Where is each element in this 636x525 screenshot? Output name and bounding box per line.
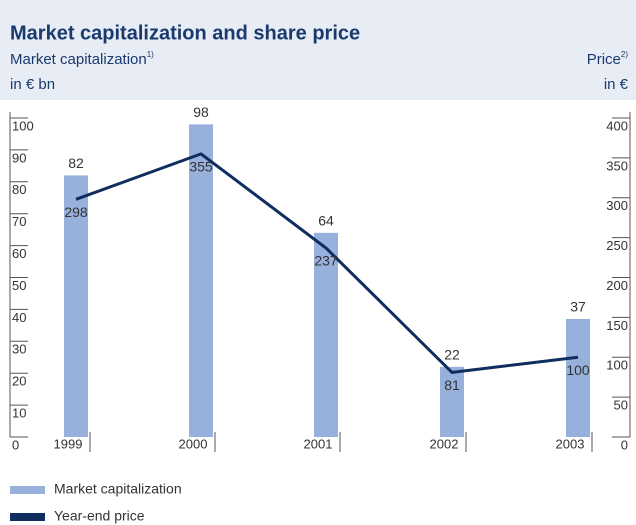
y2-axis-label: Price2)	[587, 50, 629, 68]
y-tick-label: 30	[12, 342, 26, 357]
y-tick-label: 70	[12, 214, 26, 229]
y-axis-label: Market capitalization1)	[10, 50, 154, 68]
legend-swatch	[10, 513, 45, 521]
y2-tick-label: 0	[621, 437, 628, 452]
chart-title: Market capitalization and share price	[10, 22, 360, 44]
y-tick-label: 60	[12, 246, 26, 261]
bar	[64, 175, 88, 438]
bar	[440, 366, 464, 437]
y2-tick-label: 350	[606, 158, 628, 173]
line-value-label: 100	[566, 362, 590, 378]
y-tick-label: 0	[12, 437, 19, 452]
y2-tick-label: 400	[606, 118, 628, 133]
y-tick-label: 40	[12, 310, 26, 325]
bar-value-label: 82	[68, 155, 84, 171]
header-band	[0, 0, 636, 100]
y-tick-label: 20	[12, 374, 26, 389]
y2-tick-label: 250	[606, 238, 628, 253]
x-tick-label: 1999	[54, 436, 83, 451]
legend-label: Market capitalization	[54, 481, 182, 497]
y-tick-label: 80	[12, 182, 26, 197]
bar-value-label: 37	[570, 299, 586, 315]
y-axis-unit: in € bn	[10, 76, 55, 93]
bar	[189, 124, 213, 437]
legend-swatch	[10, 486, 45, 494]
line-value-label: 298	[64, 204, 88, 220]
legend-label: Year-end price	[54, 508, 145, 524]
x-tick-label: 2001	[304, 436, 333, 451]
line-value-label: 355	[189, 159, 213, 175]
bar	[566, 318, 590, 437]
y-tick-label: 100	[12, 118, 34, 133]
y2-tick-label: 100	[606, 358, 628, 373]
x-tick-label: 2002	[430, 436, 459, 451]
y2-tick-label: 300	[606, 198, 628, 213]
y-tick-label: 50	[12, 278, 26, 293]
y2-label-text: Price	[587, 51, 621, 68]
bar	[314, 232, 338, 437]
line-value-label: 237	[314, 253, 338, 269]
y-tick-label: 90	[12, 150, 26, 165]
price-line	[75, 152, 579, 374]
y2-tick-label: 150	[606, 318, 628, 333]
y2-axis-unit: in €	[604, 76, 629, 93]
y-label-text: Market capitalization	[10, 51, 147, 68]
y2-label-note: 2)	[621, 50, 628, 59]
y2-tick-label: 200	[606, 278, 628, 293]
y2-tick-label: 50	[614, 398, 628, 413]
x-tick-label: 2003	[556, 436, 585, 451]
x-tick-label: 2000	[179, 436, 208, 451]
bar-value-label: 98	[193, 104, 209, 120]
line-value-label: 81	[444, 377, 460, 393]
bar-value-label: 64	[318, 213, 334, 229]
y-tick-label: 10	[12, 406, 26, 421]
bar-value-label: 22	[444, 347, 460, 363]
y-label-note: 1)	[147, 50, 154, 59]
